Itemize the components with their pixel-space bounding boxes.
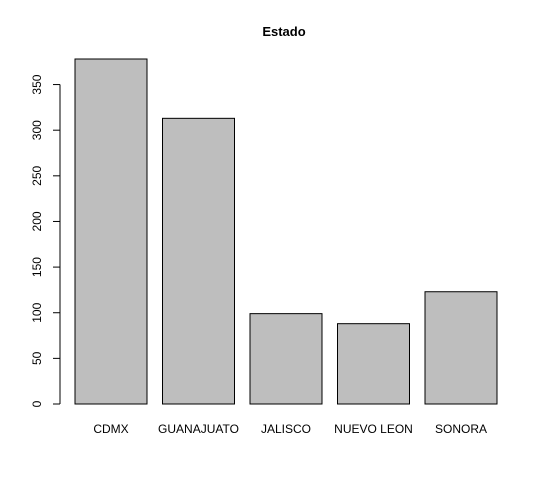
y-tick-label: 200 xyxy=(30,211,44,231)
y-axis: 0 50 100 150 200 250 300 350 xyxy=(30,74,61,407)
y-tick-label: 100 xyxy=(30,302,44,322)
y-tick-label: 150 xyxy=(30,257,44,277)
bar-jalisco xyxy=(249,313,323,405)
y-tick-label: 300 xyxy=(30,120,44,140)
y-tick-label: 0 xyxy=(30,400,44,407)
x-tick-label: GUANAJUATO xyxy=(158,422,239,436)
x-tick-label: SONORA xyxy=(435,422,487,436)
bar-sonora xyxy=(424,291,498,405)
x-tick-label: JALISCO xyxy=(261,422,311,436)
y-tick-label: 50 xyxy=(30,351,44,365)
bars xyxy=(74,58,498,405)
chart-title: Estado xyxy=(262,24,305,39)
x-axis-labels: CDMX GUANAJUATO JALISCO NUEVO LEON SONORA xyxy=(93,422,487,436)
bar-nuevo-leon xyxy=(337,323,410,405)
x-tick-label: CDMX xyxy=(93,422,128,436)
x-tick-label: NUEVO LEON xyxy=(334,422,413,436)
y-tick-label: 250 xyxy=(30,165,44,185)
bar-cdmx xyxy=(74,58,148,405)
y-tick-label: 350 xyxy=(30,74,44,94)
bar-guanajuato xyxy=(162,117,235,405)
